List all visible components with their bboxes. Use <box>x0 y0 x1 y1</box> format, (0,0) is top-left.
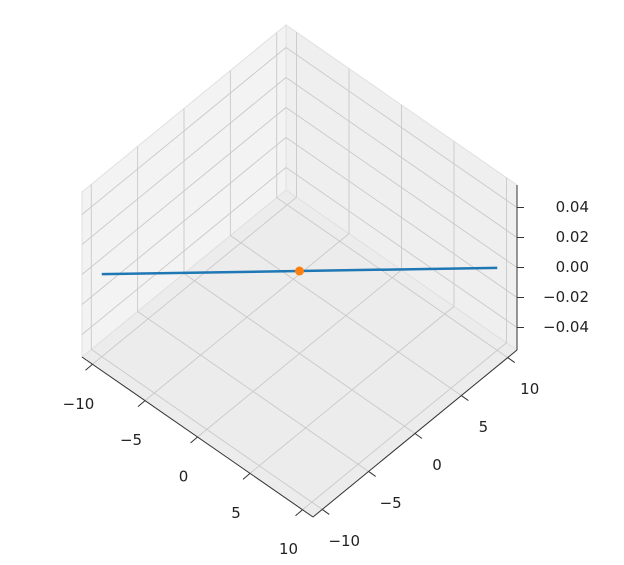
z-tick-label: −0.04 <box>543 318 589 336</box>
x-tick-label: 0 <box>179 468 189 486</box>
grid-line <box>285 107 518 268</box>
grid-line <box>285 167 518 328</box>
x-tick-label: −5 <box>120 431 142 449</box>
grid-line <box>230 235 462 396</box>
z-tick-label: 0.04 <box>556 198 589 216</box>
grid-line <box>285 47 518 208</box>
y-tick <box>368 471 376 477</box>
z-tick-label: 0.02 <box>556 228 589 246</box>
x-tick <box>190 436 198 444</box>
y-axis-line <box>312 349 518 518</box>
y-tick-label: −5 <box>380 494 402 512</box>
grid-line <box>285 137 518 298</box>
x-tick <box>85 363 93 371</box>
y-tick-label: −10 <box>328 532 360 550</box>
y-tick-label: 10 <box>520 380 539 398</box>
grid-line <box>137 311 369 472</box>
y-tick <box>461 395 469 401</box>
grid-line <box>285 77 518 238</box>
z-tick-label: 0.00 <box>556 258 589 276</box>
x-tick-label: 5 <box>231 504 241 522</box>
x-tick-label: −10 <box>63 395 95 413</box>
x-tick <box>242 472 251 480</box>
y-tick <box>507 357 516 363</box>
grid-line <box>81 47 287 215</box>
grid-line <box>81 107 287 275</box>
z-tick-label: −0.02 <box>543 288 589 306</box>
grid-line <box>276 197 508 358</box>
x-tick <box>137 400 146 408</box>
y-tick-label: 5 <box>479 418 489 436</box>
grid-line <box>183 273 416 434</box>
data-point <box>295 266 304 276</box>
grid-line <box>81 167 287 335</box>
x-tick-label: 10 <box>279 540 298 558</box>
y-tick-label: 0 <box>432 456 442 474</box>
grid-line <box>81 137 287 305</box>
y-tick <box>321 509 330 515</box>
x-axis-line <box>81 356 314 518</box>
grid-line <box>81 77 287 245</box>
grid-line <box>91 349 323 510</box>
x-tick <box>295 509 303 517</box>
y-tick <box>414 433 423 439</box>
